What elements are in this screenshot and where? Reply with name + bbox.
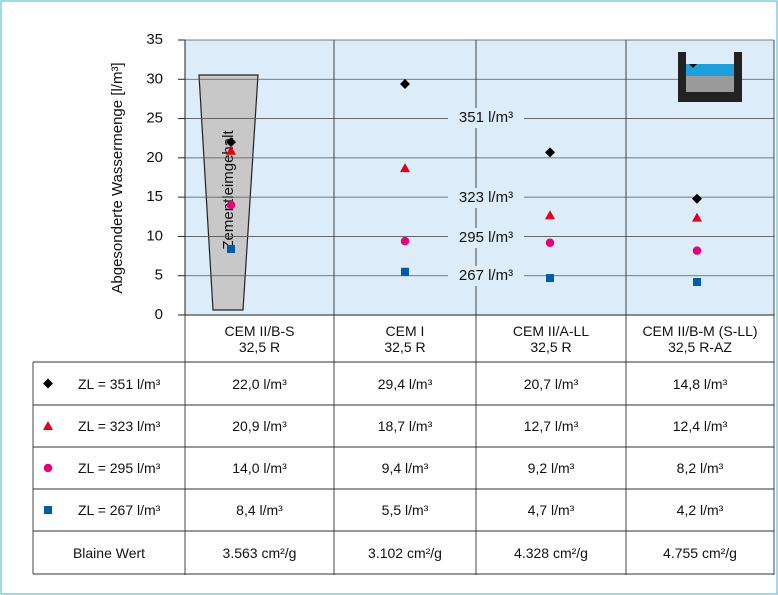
- y-tick-label: 5: [155, 267, 163, 284]
- y-tick-label: 30: [146, 70, 163, 87]
- legend-label: ZL = 267 l/m³: [78, 489, 185, 531]
- table-value: 12,4 l/m³: [626, 405, 774, 447]
- table-value: 9,2 l/m³: [476, 447, 626, 489]
- blaine-value: 3.563 cm²/g: [185, 531, 334, 574]
- y-tick-label: 10: [146, 227, 163, 244]
- y-tick-label: 0: [155, 306, 163, 323]
- category-label: CEM I 32,5 R: [334, 316, 476, 362]
- table-value: 5,5 l/m³: [334, 489, 476, 531]
- data-point: [227, 245, 235, 253]
- table-value: 14,8 l/m³: [626, 362, 774, 405]
- data-point: [227, 201, 236, 210]
- y-axis-label: Abgesonderte Wassermenge [l/m³]: [109, 62, 126, 293]
- data-point: [546, 274, 554, 282]
- category-label: CEM II/B-M (S-LL) 32,5 R-AZ: [626, 316, 774, 362]
- y-tick-label: 20: [146, 149, 163, 166]
- table-value: 8,4 l/m³: [185, 489, 334, 531]
- legend-marker: [44, 464, 53, 473]
- table-value: 8,2 l/m³: [626, 447, 774, 489]
- data-point: [693, 246, 702, 255]
- data-point: [401, 268, 409, 276]
- data-point: [401, 237, 410, 246]
- category-label: CEM II/A-LL 32,5 R: [476, 316, 626, 362]
- legend-label: ZL = 295 l/m³: [78, 447, 185, 489]
- table-value: 22,0 l/m³: [185, 362, 334, 405]
- table-value: 14,0 l/m³: [185, 447, 334, 489]
- table-value: 4,7 l/m³: [476, 489, 626, 531]
- blaine-value: 3.102 cm²/g: [334, 531, 476, 574]
- table-value: 20,9 l/m³: [185, 405, 334, 447]
- data-point: [546, 238, 555, 247]
- annotation: 295 l/m³: [459, 229, 513, 246]
- blaine-value: 4.328 cm²/g: [476, 531, 626, 574]
- blaine-value: 4.755 cm²/g: [626, 531, 774, 574]
- y-tick-label: 15: [146, 188, 163, 205]
- annotation: 267 l/m³: [459, 267, 513, 284]
- y-tick-label: 25: [146, 110, 163, 127]
- paste-icon: [686, 76, 734, 92]
- table-value: 20,7 l/m³: [476, 362, 626, 405]
- y-tick-label: 35: [146, 31, 163, 48]
- table-value: 29,4 l/m³: [334, 362, 476, 405]
- annotation: 351 l/m³: [459, 109, 513, 126]
- table-value: 4,2 l/m³: [626, 489, 774, 531]
- paste-content-label: Zementleimgehalt: [220, 130, 237, 250]
- legend-label: ZL = 351 l/m³: [78, 362, 185, 405]
- page: Abgesonderte Wassermenge [l/m³] Zementle…: [0, 0, 778, 595]
- annotation: 323 l/m³: [459, 189, 513, 206]
- row-label: Blaine Wert: [33, 531, 185, 574]
- legend-marker: [44, 506, 52, 514]
- legend-label: ZL = 323 l/m³: [78, 405, 185, 447]
- category-label: CEM II/B-S 32,5 R: [185, 316, 334, 362]
- table-value: 18,7 l/m³: [334, 405, 476, 447]
- table-value: 12,7 l/m³: [476, 405, 626, 447]
- data-point: [693, 278, 701, 286]
- table-value: 9,4 l/m³: [334, 447, 476, 489]
